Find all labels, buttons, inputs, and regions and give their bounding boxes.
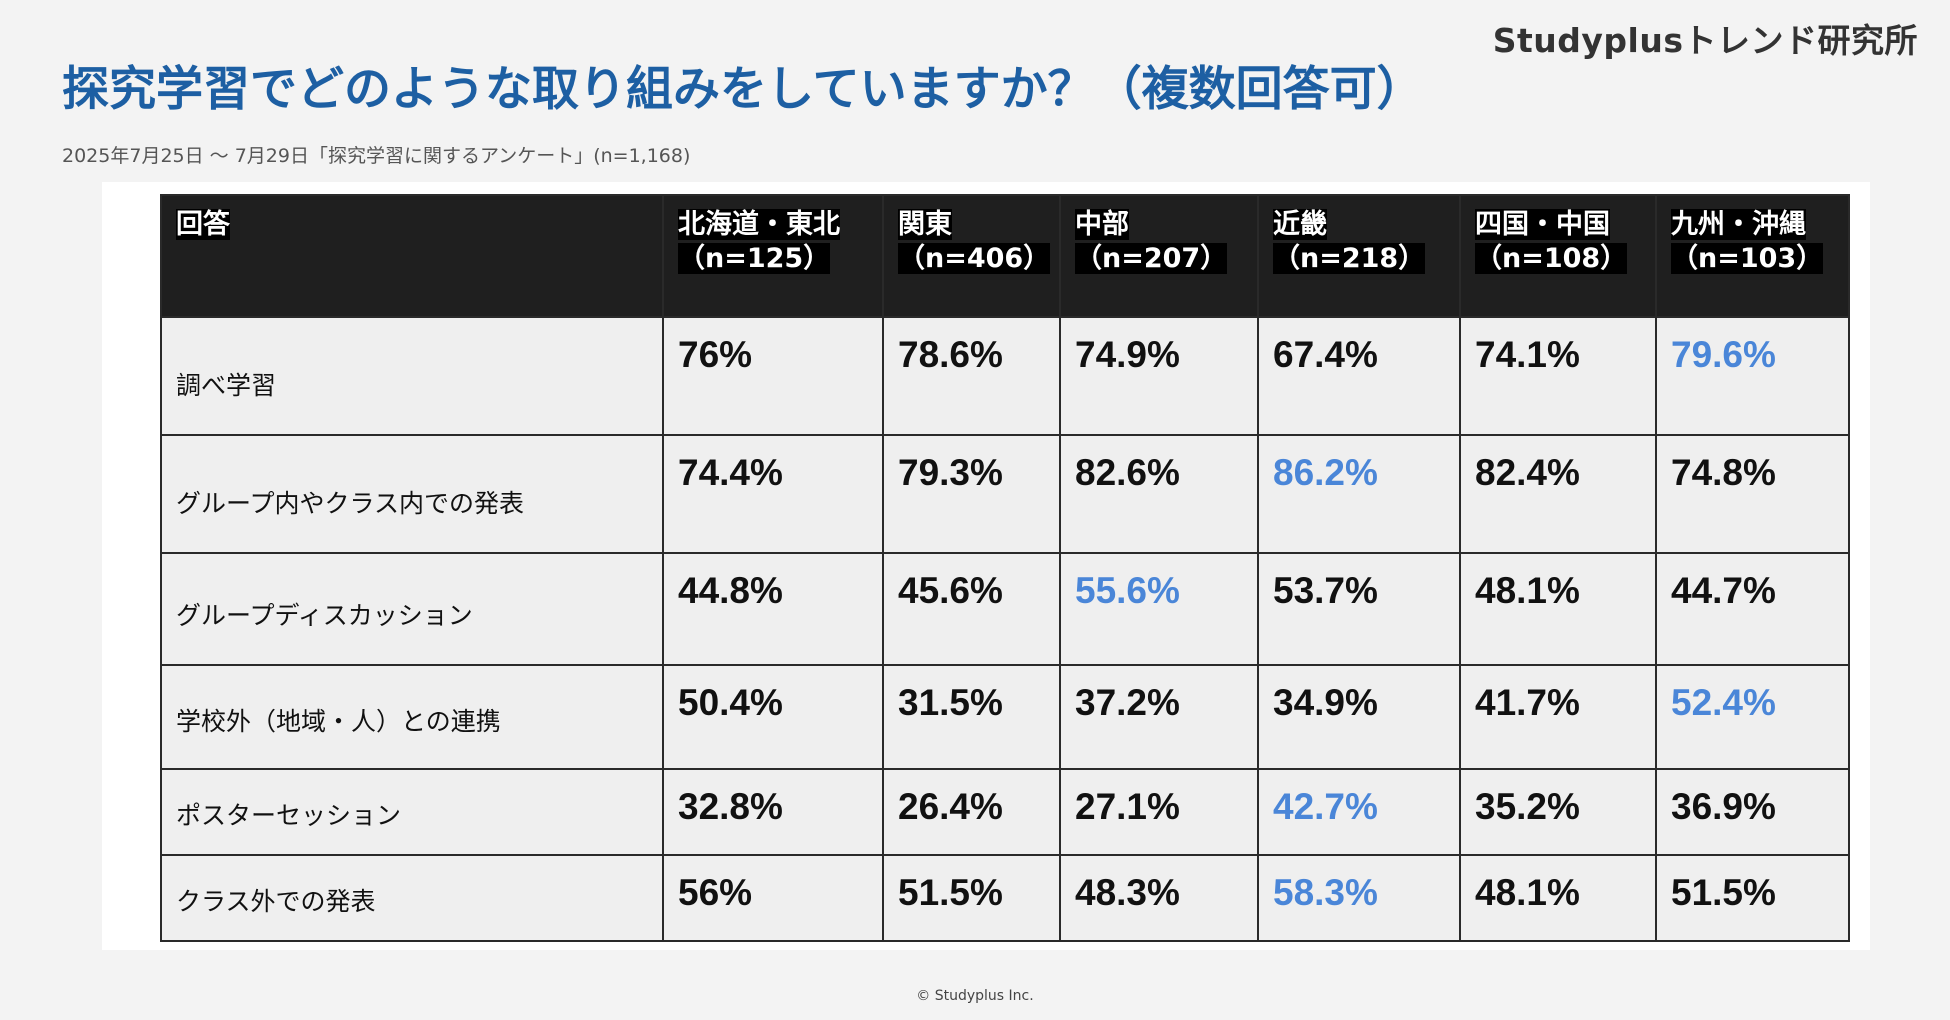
region-count: （n=406）	[898, 243, 1051, 274]
value-cell: 78.6%	[882, 316, 1061, 436]
value-cell: 74.8%	[1655, 434, 1850, 554]
value-cell-highest: 42.7%	[1257, 768, 1461, 856]
value-cell: 41.7%	[1459, 664, 1657, 770]
table-panel: 回答 北海道・東北 （n=125） 関東 （n=406） 中部 （n=207） 近畿（…	[102, 182, 1870, 950]
table-body: 調べ学習 76% 78.6% 74.9% 67.4% 74.1% 79.6% グループ内やクラ…	[160, 316, 1850, 942]
value-cell: 53.7%	[1257, 552, 1461, 666]
answer-label: 調べ学習	[176, 371, 277, 400]
value-cell: 51.5%	[1655, 854, 1850, 942]
header-region: 九州・沖縄 （n=103）	[1655, 194, 1850, 318]
value-cell: 82.6%	[1059, 434, 1259, 554]
region-name: 近畿	[1273, 209, 1327, 240]
value-cell: 48.1%	[1459, 854, 1657, 942]
value-cell: 26.4%	[882, 768, 1061, 856]
answer-label: グループ内やクラス内での発表	[176, 489, 525, 518]
answer-label: クラス外での発表	[176, 887, 376, 916]
region-count: （n=218）	[1273, 243, 1426, 274]
value-cell-highest: 52.4%	[1655, 664, 1850, 770]
answer-label-cell: グループ内やクラス内での発表	[160, 434, 664, 554]
value-cell: 45.6%	[882, 552, 1061, 666]
value-cell: 31.5%	[882, 664, 1061, 770]
answer-label-cell: グループディスカッション	[160, 552, 664, 666]
value-cell: 82.4%	[1459, 434, 1657, 554]
value-cell: 74.1%	[1459, 316, 1657, 436]
table-header-row: 回答 北海道・東北 （n=125） 関東 （n=406） 中部 （n=207） 近畿（…	[160, 194, 1850, 318]
value-cell: 48.1%	[1459, 552, 1657, 666]
value-cell: 34.9%	[1257, 664, 1461, 770]
header-region: 関東 （n=406）	[882, 194, 1061, 318]
table-row: 調べ学習 76% 78.6% 74.9% 67.4% 74.1% 79.6%	[160, 316, 1850, 436]
value-cell: 35.2%	[1459, 768, 1657, 856]
value-cell: 36.9%	[1655, 768, 1850, 856]
header-region: 四国・中国 （n=108）	[1459, 194, 1657, 318]
value-cell: 44.8%	[662, 552, 884, 666]
page-title: 探究学習でどのような取り組みをしていますか？（複数回答可）	[62, 62, 1424, 117]
table-row: グループディスカッション 44.8% 45.6% 55.6% 53.7% 48.1% 44.…	[160, 552, 1850, 666]
value-cell: 50.4%	[662, 664, 884, 770]
value-cell-highest: 55.6%	[1059, 552, 1259, 666]
header-region: 中部 （n=207）	[1059, 194, 1259, 318]
answer-label-cell: クラス外での発表	[160, 854, 664, 942]
header-answer: 回答	[160, 194, 664, 318]
region-count: （n=125）	[678, 243, 831, 274]
answer-label-cell: ポスターセッション	[160, 768, 664, 856]
value-cell: 74.9%	[1059, 316, 1259, 436]
region-count: （n=103）	[1671, 243, 1824, 274]
value-cell: 74.4%	[662, 434, 884, 554]
value-cell: 76%	[662, 316, 884, 436]
value-cell: 48.3%	[1059, 854, 1259, 942]
value-cell: 67.4%	[1257, 316, 1461, 436]
value-cell: 51.5%	[882, 854, 1061, 942]
answer-label: ポスターセッション	[176, 801, 402, 830]
region-name: 中部	[1075, 209, 1129, 240]
answer-label: グループディスカッション	[176, 601, 473, 630]
table-row: クラス外での発表 56% 51.5% 48.3% 58.3% 48.1% 51.5%	[160, 854, 1850, 942]
region-name: 四国・中国	[1475, 209, 1610, 240]
value-cell: 79.3%	[882, 434, 1061, 554]
value-cell: 32.8%	[662, 768, 884, 856]
answer-label-cell: 学校外（地域・人）との連携	[160, 664, 664, 770]
results-table: 回答 北海道・東北 （n=125） 関東 （n=406） 中部 （n=207） 近畿（…	[160, 194, 1850, 942]
header-region: 近畿 （n=218）	[1257, 194, 1461, 318]
value-cell: 37.2%	[1059, 664, 1259, 770]
region-count: （n=108）	[1475, 243, 1628, 274]
brand-logo: Studyplusトレンド研究所	[1492, 21, 1918, 60]
value-cell-highest: 86.2%	[1257, 434, 1461, 554]
survey-subtitle: 2025年7月25日 〜 7月29日「探究学習に関するアンケート」(n=1,16…	[62, 145, 691, 167]
region-count: （n=207）	[1075, 243, 1228, 274]
value-cell-highest: 58.3%	[1257, 854, 1461, 942]
region-name: 九州・沖縄	[1671, 209, 1806, 240]
answer-label-cell: 調べ学習	[160, 316, 664, 436]
table-row: ポスターセッション 32.8% 26.4% 27.1% 42.7% 35.2% 36.9%	[160, 768, 1850, 856]
copyright-footer: © Studyplus Inc.	[916, 988, 1034, 1004]
header-region: 北海道・東北 （n=125）	[662, 194, 884, 318]
header-answer-label: 回答	[176, 209, 230, 240]
region-name: 北海道・東北	[678, 209, 840, 240]
region-name: 関東	[898, 209, 952, 240]
table-row: 学校外（地域・人）との連携 50.4% 31.5% 37.2% 34.9% 41.7% 52…	[160, 664, 1850, 770]
value-cell: 44.7%	[1655, 552, 1850, 666]
answer-label: 学校外（地域・人）との連携	[176, 707, 501, 736]
value-cell-highest: 79.6%	[1655, 316, 1850, 436]
table-row: グループ内やクラス内での発表 74.4% 79.3% 82.6% 86.2% 82.4% 7…	[160, 434, 1850, 554]
value-cell: 56%	[662, 854, 884, 942]
value-cell: 27.1%	[1059, 768, 1259, 856]
